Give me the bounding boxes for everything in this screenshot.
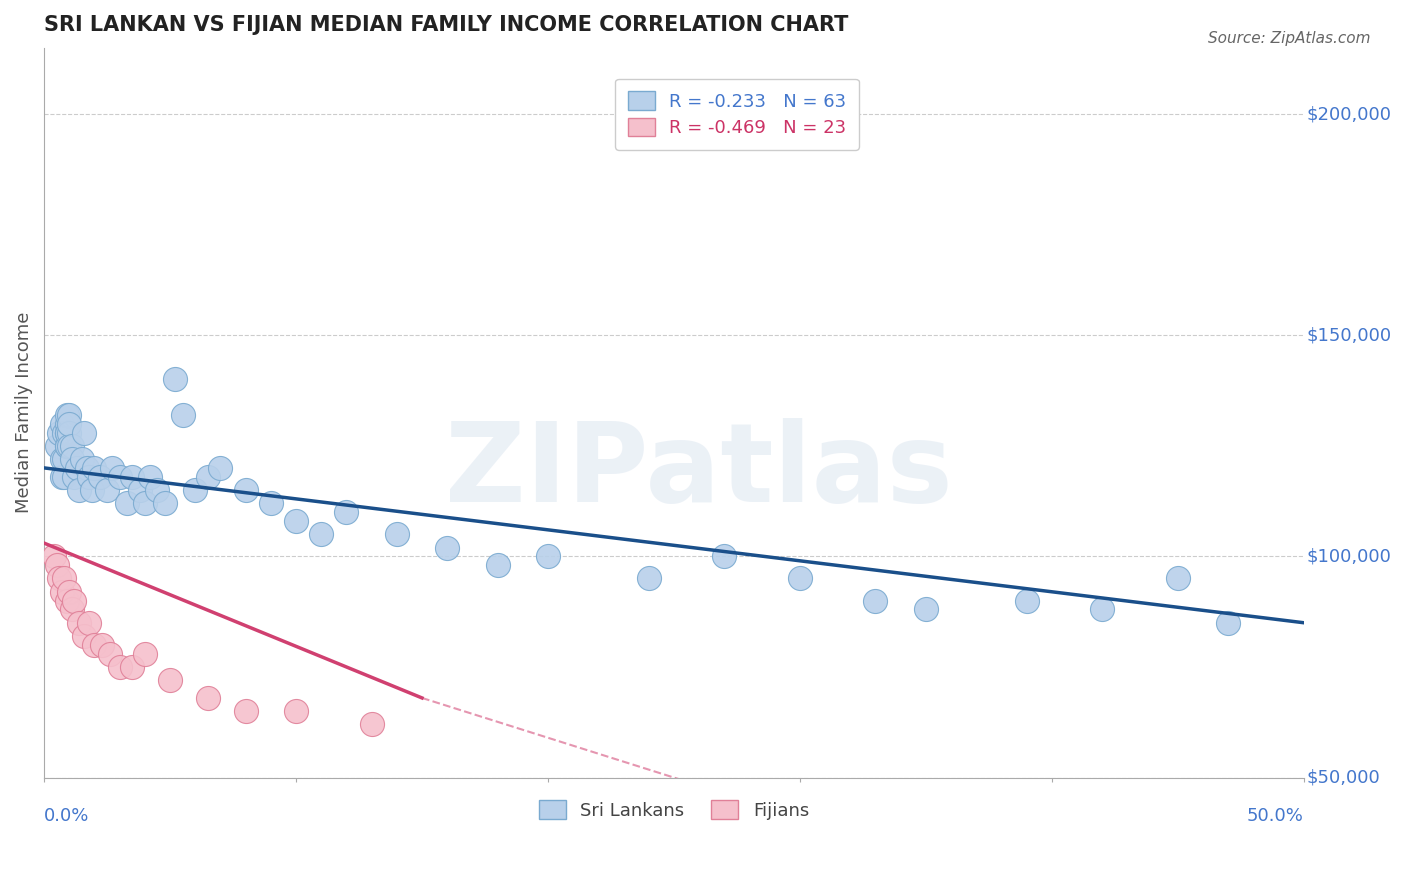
Legend: Sri Lankans, Fijians: Sri Lankans, Fijians: [531, 793, 817, 827]
Point: [58, 417, 80, 431]
Point: [55, 425, 77, 440]
Text: 0.0%: 0.0%: [44, 806, 90, 825]
Point: [713, 549, 735, 564]
Point: [60, 452, 83, 467]
Point: [184, 483, 207, 497]
Point: [134, 647, 156, 661]
Point: [235, 704, 257, 718]
Point: [79, 469, 101, 483]
Point: [637, 572, 659, 586]
Point: [63, 593, 86, 607]
Text: $100,000: $100,000: [1306, 548, 1391, 566]
Point: [309, 527, 332, 541]
Point: [83, 638, 105, 652]
Point: [96, 483, 118, 497]
Point: [165, 372, 187, 386]
Point: [45, 439, 67, 453]
Point: [53, 425, 76, 440]
Point: [335, 505, 357, 519]
Point: [146, 483, 169, 497]
Point: [865, 593, 887, 607]
Point: [66, 461, 89, 475]
Point: [48, 425, 70, 440]
Point: [172, 408, 194, 422]
Point: [55, 439, 77, 453]
Point: [67, 615, 90, 630]
Point: [58, 584, 80, 599]
Point: [260, 496, 283, 510]
Point: [108, 660, 131, 674]
Point: [209, 461, 232, 475]
Point: [83, 461, 105, 475]
Point: [45, 558, 67, 573]
Point: [60, 439, 83, 453]
Point: [60, 602, 83, 616]
Y-axis label: Median Family Income: Median Family Income: [15, 312, 32, 513]
Point: [436, 541, 458, 555]
Text: 50.0%: 50.0%: [1247, 806, 1303, 825]
Point: [108, 469, 131, 483]
Text: $150,000: $150,000: [1306, 326, 1392, 344]
Point: [91, 638, 114, 652]
Point: [235, 483, 257, 497]
Point: [1091, 602, 1114, 616]
Point: [117, 496, 139, 510]
Point: [1167, 572, 1189, 586]
Point: [101, 461, 124, 475]
Point: [70, 452, 93, 467]
Point: [285, 704, 308, 718]
Point: [44, 549, 66, 564]
Point: [55, 408, 77, 422]
Point: [67, 483, 90, 497]
Point: [55, 439, 77, 453]
Point: [1216, 615, 1239, 630]
Point: [58, 425, 80, 440]
Point: [80, 483, 103, 497]
Point: [73, 629, 96, 643]
Point: [121, 469, 143, 483]
Point: [89, 469, 111, 483]
Point: [537, 549, 560, 564]
Point: [139, 469, 162, 483]
Point: [51, 584, 73, 599]
Text: Source: ZipAtlas.com: Source: ZipAtlas.com: [1208, 31, 1371, 46]
Text: $50,000: $50,000: [1306, 769, 1379, 787]
Point: [55, 417, 77, 431]
Point: [51, 417, 73, 431]
Point: [55, 425, 77, 440]
Point: [360, 717, 382, 731]
Point: [1015, 593, 1038, 607]
Point: [121, 660, 143, 674]
Point: [197, 690, 219, 705]
Point: [58, 408, 80, 422]
Point: [914, 602, 936, 616]
Point: [51, 469, 73, 483]
Point: [98, 647, 121, 661]
Point: [385, 527, 408, 541]
Point: [51, 452, 73, 467]
Point: [53, 452, 76, 467]
Point: [55, 593, 77, 607]
Point: [128, 483, 150, 497]
Point: [48, 572, 70, 586]
Point: [159, 673, 181, 688]
Point: [285, 514, 308, 528]
Point: [58, 439, 80, 453]
Text: $200,000: $200,000: [1306, 105, 1391, 123]
Point: [197, 469, 219, 483]
Text: SRI LANKAN VS FIJIAN MEDIAN FAMILY INCOME CORRELATION CHART: SRI LANKAN VS FIJIAN MEDIAN FAMILY INCOM…: [44, 15, 848, 35]
Point: [76, 461, 98, 475]
Text: ZIPatlas: ZIPatlas: [446, 417, 953, 524]
Point: [153, 496, 176, 510]
Point: [73, 425, 96, 440]
Point: [134, 496, 156, 510]
Point: [486, 558, 509, 573]
Point: [53, 469, 76, 483]
Point: [53, 572, 76, 586]
Point: [789, 572, 811, 586]
Point: [79, 615, 101, 630]
Point: [63, 469, 86, 483]
